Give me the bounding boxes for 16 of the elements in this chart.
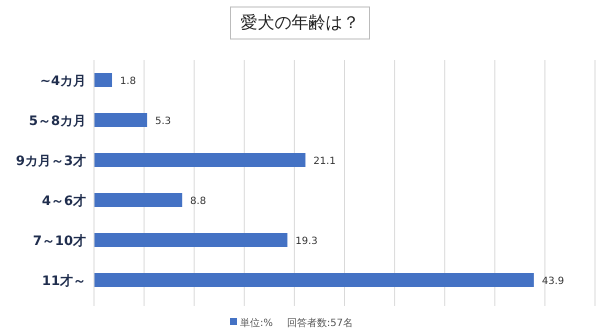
y-tick-label: 9カ月～3才 — [16, 154, 86, 169]
y-tick-label: ~4カ月 — [40, 74, 86, 89]
y-tick-label: 11才～ — [42, 274, 86, 289]
text: 回答者数:57名 — [286, 317, 353, 329]
y-tick-label: 7～10才 — [32, 234, 86, 249]
legend-label: 単位:% — [240, 317, 273, 329]
y-tick-label: 4～6才 — [42, 194, 86, 209]
data-label: 21.1 — [313, 156, 336, 167]
y-tick-label: 5～8カ月 — [28, 114, 86, 129]
title: 愛犬の年齢は？ — [230, 6, 370, 40]
data-label: 5.3 — [155, 116, 172, 127]
data-label: 1.8 — [120, 76, 136, 87]
data-label: 8.8 — [190, 196, 206, 207]
data-label: 19.3 — [295, 236, 318, 247]
chart-title: 愛犬の年齢は？ — [240, 13, 360, 33]
data-label: 43.9 — [542, 276, 564, 287]
